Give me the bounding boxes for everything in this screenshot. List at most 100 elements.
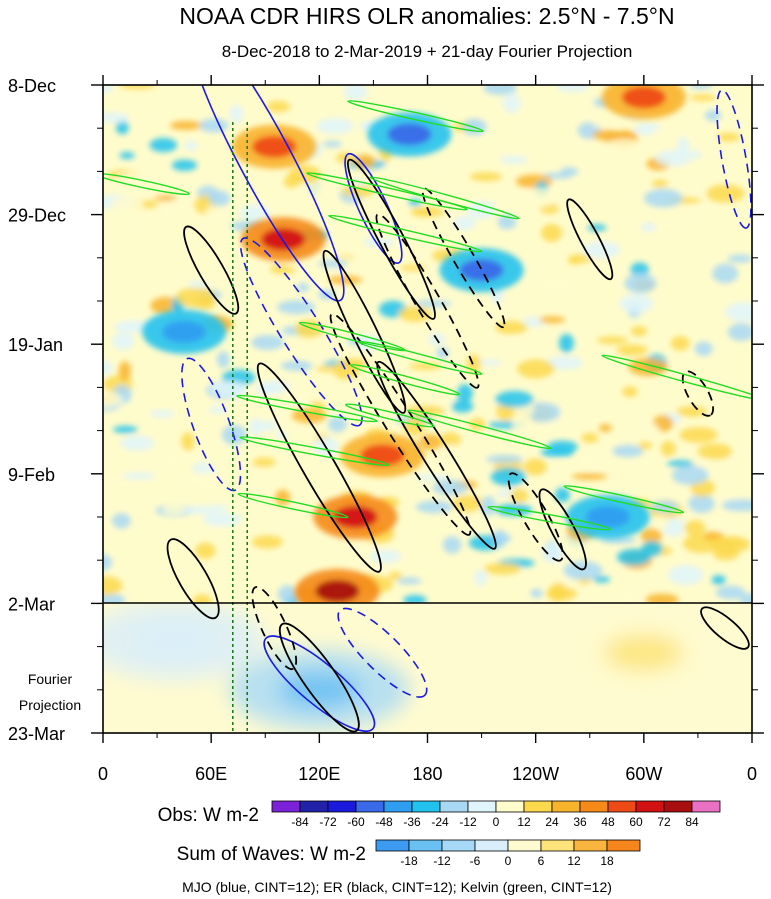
obs-noise-cell [598,423,612,432]
obs-noise-cell [208,405,227,414]
obs-noise-cell [299,183,330,201]
obs-noise-cell [560,167,579,177]
er-contour [700,606,750,650]
y-tick-label: 19-Jan [8,335,63,355]
mjo-contour [337,607,428,698]
obs-noise-cell [269,264,297,275]
proj-features [103,603,734,730]
colorbar-swatch [474,839,509,852]
obs-noise-cell [697,443,733,460]
obs-noise-cell [582,241,621,259]
obs-noise-cell [208,190,231,207]
obs-noise-cell [530,588,543,598]
colorbar-tick-label: -12 [433,854,451,868]
obs-noise-cell [175,287,216,308]
colorbar-swatch [495,800,525,813]
mjo-contour [239,237,363,427]
obs-noise-cell [668,565,704,585]
obs-noise-cell [457,384,473,403]
obs-noise-cell [684,520,706,536]
obs-noise-cell [266,100,291,113]
colorbar-swatch [411,800,441,813]
kelvin-contour [487,505,612,531]
obs-noise-cell [671,465,709,485]
x-tick-label: 0 [98,764,108,784]
mjo-contour [181,357,242,492]
colorbar-tick-label: 6 [538,854,545,868]
colorbar-swatch [635,800,665,813]
wave-contours [103,85,752,733]
obs-noise-cell [521,187,559,208]
er-contour [507,472,564,562]
obs-noise-cell [198,118,229,133]
obs-noise-cell [323,140,342,148]
obs-noise-cell [638,441,653,450]
waves-colorbar-label: Sum of Waves: W m-2 [177,844,366,865]
x-tick-label: 0 [747,764,757,784]
obs-noise-cell [657,219,683,232]
obs-noise-cell [446,287,470,302]
obs-noise-cell [415,474,449,481]
obs-noise-cell [403,594,427,603]
obs-noise-cell [556,85,590,93]
colorbar-tick-label: 12 [517,815,531,829]
kelvin-contour [344,403,435,428]
y-axis: 8-Dec 29-Dec 19-Jan 9-Feb 2-Mar 23-Mar [8,76,764,744]
obs-noise-cell [641,541,663,557]
obs-noise-cell [171,159,198,171]
obs-noise-cell [412,209,432,217]
colorbar-swatch [299,800,329,813]
obs-noise-cell [691,181,707,195]
obs-noise-cell [686,202,700,221]
obs-noise-cell [727,254,752,263]
colorbar-swatch [355,800,385,813]
obs-anomaly-core [387,123,432,146]
obs-noise-cell [432,479,468,496]
colorbar-swatch [573,839,608,852]
obs-noise-cell [593,576,611,583]
obs-noise-cell [667,460,694,467]
obs-anomaly-core [621,86,666,109]
colorbar-swatch [607,800,637,813]
colorbar-swatch [408,839,443,852]
colorbar-tick-label: -36 [403,815,421,829]
legend-caption: MJO (blue, CINT=12); ER (black, CINT=12)… [182,879,612,895]
er-contour [251,586,298,671]
y-tick-label: 2-Mar [8,594,55,614]
colorbar-swatch [663,800,693,813]
obs-noise-cell [111,332,135,350]
colorbar-swatch [523,800,553,813]
obs-noise-cell [103,112,129,123]
obs-noise-cell [704,110,722,122]
kelvin-contour [563,485,685,514]
y-tick-label: 29-Dec [8,206,66,226]
obs-noise-cell [638,423,660,436]
obs-noise-cell [133,454,158,469]
er-contour [278,622,360,733]
x-axis: 0 60E 120E 180 120W 60W 0 [98,75,757,784]
kelvin-contour [350,363,461,396]
obs-anomaly-core [360,444,405,467]
obs-noise-cell [122,220,150,229]
kelvin-contour [306,172,469,211]
obs-noise-cell [718,160,748,169]
obs-noise-cell [229,104,244,124]
er-contour [183,225,240,315]
obs-noise-cell [317,259,348,268]
obs-noise-cell [398,306,432,322]
obs-noise-cell [157,453,189,468]
obs-anomaly-core [459,259,504,282]
mjo-contour [716,89,752,229]
obs-noise-cell [442,536,462,554]
obs-noise-cell [184,140,198,151]
obs-noise-cell [717,132,741,142]
obs-noise-cell [710,513,742,529]
obs-noise-cell [210,381,248,397]
obs-noise-cell [469,418,486,431]
obs-noise-cell [474,359,503,366]
kelvin-contour [239,436,390,467]
obs-noise-cell [103,576,123,596]
obs-noise-cell [277,300,316,315]
obs-noise-cell [103,360,113,375]
colorbar-swatch [579,800,609,813]
